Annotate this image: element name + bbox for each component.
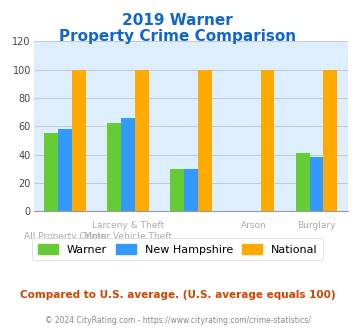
Bar: [170, 169, 184, 211]
Legend: Warner, New Hampshire, National: Warner, New Hampshire, National: [32, 238, 323, 260]
Bar: [184, 169, 198, 211]
Text: Property Crime Comparison: Property Crime Comparison: [59, 29, 296, 44]
Bar: [198, 70, 212, 211]
Bar: [107, 123, 121, 211]
Bar: [323, 70, 337, 211]
Text: Arson: Arson: [241, 221, 267, 230]
Text: Burglary: Burglary: [297, 221, 336, 230]
Bar: [296, 153, 310, 211]
Text: Larceny & Theft: Larceny & Theft: [92, 221, 164, 230]
Bar: [44, 133, 58, 211]
Bar: [58, 129, 72, 211]
Text: All Property Crime: All Property Crime: [24, 232, 106, 241]
Text: Motor Vehicle Theft: Motor Vehicle Theft: [84, 232, 172, 241]
Bar: [135, 70, 149, 211]
Text: Compared to U.S. average. (U.S. average equals 100): Compared to U.S. average. (U.S. average …: [20, 290, 335, 300]
Bar: [72, 70, 86, 211]
Text: © 2024 CityRating.com - https://www.cityrating.com/crime-statistics/: © 2024 CityRating.com - https://www.city…: [45, 316, 310, 325]
Bar: [310, 157, 323, 211]
Text: 2019 Warner: 2019 Warner: [122, 13, 233, 27]
Bar: [261, 70, 274, 211]
Bar: [121, 118, 135, 211]
